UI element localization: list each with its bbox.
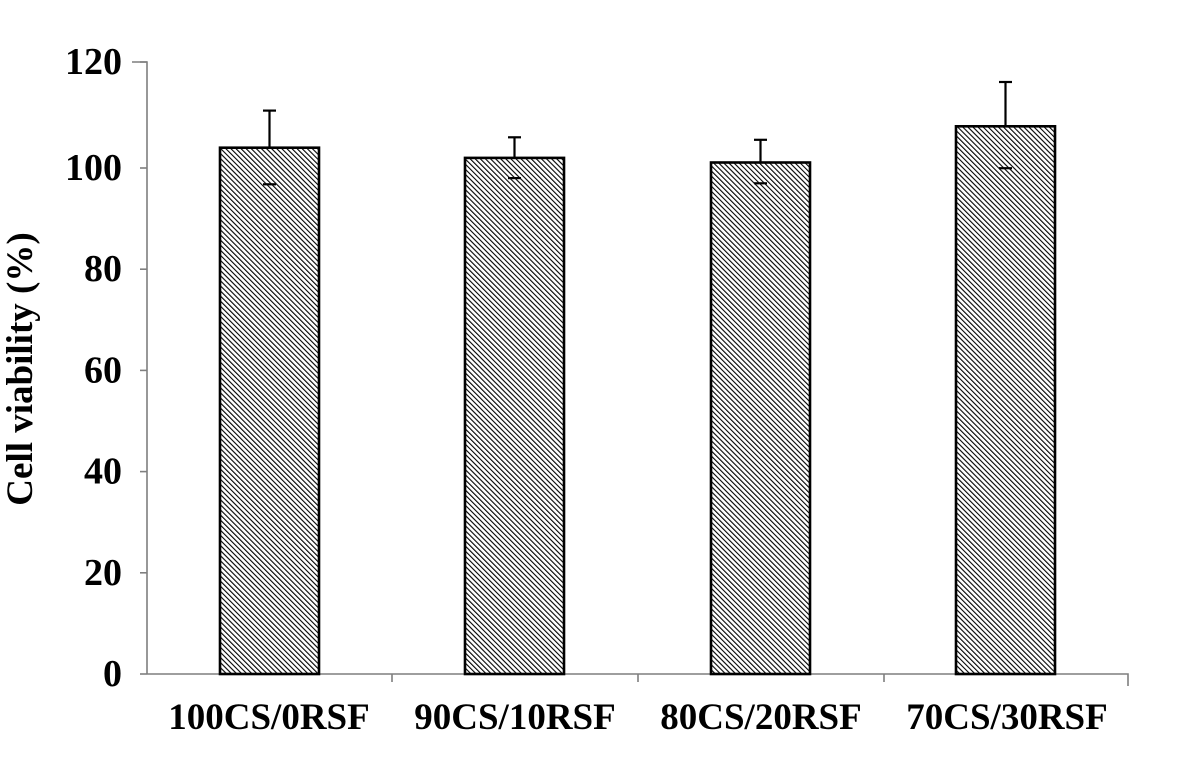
svg-text:40: 40 bbox=[84, 451, 122, 493]
svg-text:100CS/0RSF: 100CS/0RSF bbox=[168, 697, 369, 738]
svg-text:0: 0 bbox=[103, 653, 122, 695]
svg-text:120: 120 bbox=[65, 41, 122, 83]
svg-text:70CS/30RSF: 70CS/30RSF bbox=[906, 697, 1107, 738]
svg-text:90CS/10RSF: 90CS/10RSF bbox=[414, 697, 615, 738]
svg-text:100: 100 bbox=[65, 147, 122, 189]
svg-text:20: 20 bbox=[84, 552, 122, 594]
svg-text:80: 80 bbox=[84, 248, 122, 290]
svg-text:80CS/20RSF: 80CS/20RSF bbox=[660, 697, 861, 738]
svg-text:Cell viability (%): Cell viability (%) bbox=[0, 232, 41, 505]
svg-text:60: 60 bbox=[84, 349, 122, 391]
